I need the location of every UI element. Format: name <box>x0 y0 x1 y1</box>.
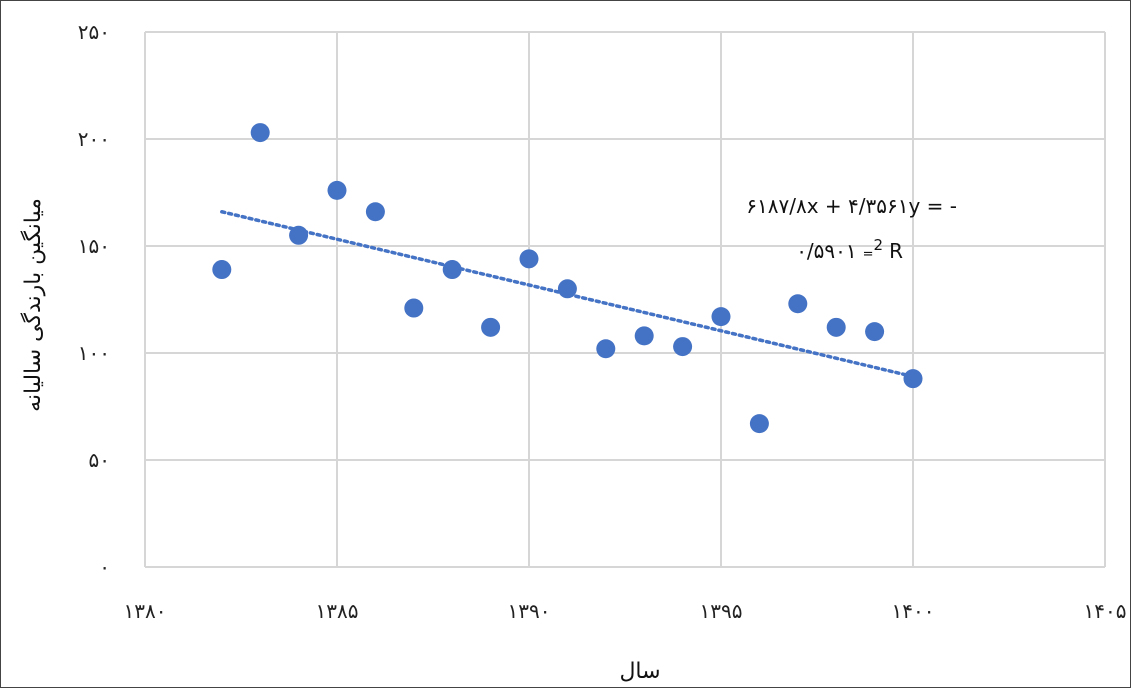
y-tick-label: ۱۵۰ <box>78 234 110 258</box>
data-point <box>519 249 539 269</box>
y-tick-label: ۱۰۰ <box>78 341 110 365</box>
x-axis-title: سال <box>619 659 660 684</box>
data-point <box>634 326 654 346</box>
x-tick-label: ۱۳۹۰ <box>508 599 551 623</box>
data-point <box>289 225 309 245</box>
x-tick-label: ۱۴۰۰ <box>892 599 935 623</box>
r-squared-value: ۰/۵۹۰۱ <box>796 239 856 263</box>
y-tick-labels: ۰ ۵۰ ۱۰۰ ۱۵۰ ۲۰۰ ۲۵۰ <box>78 20 110 579</box>
y-tick-label: ۲۵۰ <box>78 20 110 44</box>
y-tick-label: ۵۰ <box>89 448 110 472</box>
data-point <box>826 317 846 337</box>
data-point <box>481 317 501 337</box>
data-point <box>327 180 347 200</box>
data-point <box>212 260 232 280</box>
data-point <box>404 298 424 318</box>
data-point <box>788 294 808 314</box>
r-squared-equals: = <box>863 247 874 262</box>
x-tick-label: ۱۳۸۵ <box>316 599 359 623</box>
data-point <box>557 279 577 299</box>
data-point <box>250 123 270 143</box>
r-squared-label: ۰/۵۹۰۱ =2 R <box>796 236 903 263</box>
data-point <box>903 369 923 389</box>
data-point <box>673 337 693 357</box>
grid <box>144 31 1106 568</box>
data-point <box>749 414 769 434</box>
x-tick-label: ۱۳۸۰ <box>124 599 167 623</box>
x-tick-labels: ۱۳۸۰ ۱۳۸۵ ۱۳۹۰ ۱۳۹۵ ۱۴۰۰ ۱۴۰۵ <box>124 599 1127 623</box>
x-tick-label: ۱۴۰۵ <box>1084 599 1127 623</box>
y-axis-title: میانگین بارندگی سالیانه <box>20 198 46 412</box>
data-point <box>596 339 616 359</box>
x-tick-label: ۱۳۹۵ <box>700 599 743 623</box>
data-point <box>865 322 885 342</box>
data-points <box>212 123 923 434</box>
data-point <box>365 202 385 222</box>
trendline-equation: ۶۱۸۷/۸x + ۴/۳۵۶۱y = - <box>746 194 957 218</box>
data-point <box>711 307 731 327</box>
y-tick-label: ۲۰۰ <box>78 127 110 151</box>
y-tick-label: ۰ <box>99 555 110 579</box>
r-squared-superscript: 2 <box>874 236 884 254</box>
data-point <box>442 260 462 280</box>
r-squared-r: R <box>889 239 903 263</box>
